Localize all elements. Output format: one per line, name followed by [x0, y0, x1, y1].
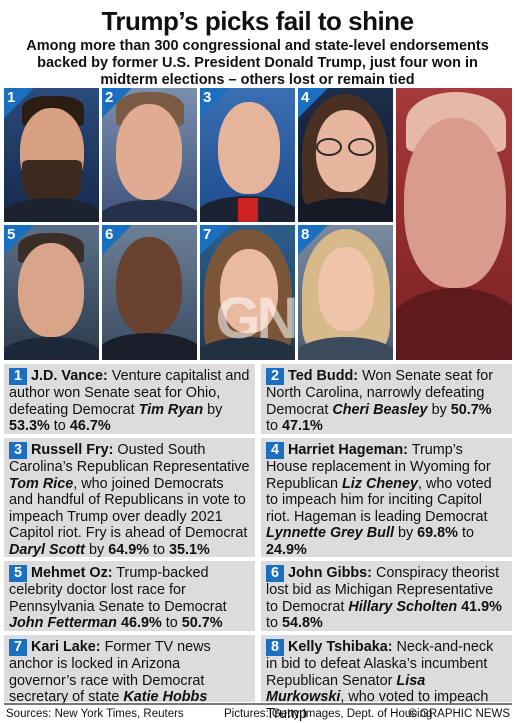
badge-5: [4, 225, 34, 255]
photo-lake: 7: [200, 225, 295, 360]
entry-5: 5 Mehmet Oz: Trump-backed celebrity docto…: [4, 561, 255, 631]
footer-sources: Sources: New York Times, Reuters: [6, 708, 184, 720]
photo-grid: 1 2 3 4 5: [4, 88, 512, 362]
photo-budd: 2: [102, 88, 197, 222]
photo-fry: 3: [200, 88, 295, 222]
badge-4: [298, 88, 328, 118]
badge-6: [102, 225, 132, 255]
footer-pictures: Pictures: Getty Images, Dept. of Housing: [224, 708, 433, 720]
photo-vance: 1: [4, 88, 99, 222]
badge-8: [298, 225, 328, 255]
entries-grid: 1 J.D. Vance: Venture capitalist and auth…: [4, 364, 512, 722]
photo-oz: 5: [4, 225, 99, 360]
header: Trump’s picks fail to shine Among more t…: [0, 0, 515, 88]
photo-tshibaka: 8: [298, 225, 393, 360]
entry-1: 1 J.D. Vance: Venture capitalist and auth…: [4, 364, 255, 434]
badge-3: [200, 88, 230, 118]
badge-7: [200, 225, 230, 255]
entry-8: 8 Kelly Tshibaka: Neck-and-neck in bid to…: [261, 635, 512, 722]
photo-trump: [396, 88, 512, 360]
badge-2: [102, 88, 132, 118]
entry-6: 6 John Gibbs: Conspiracy theorist lost bi…: [261, 561, 512, 631]
watermark-logo: GN: [215, 286, 299, 351]
page-title: Trump’s picks fail to shine: [101, 6, 414, 36]
entry-4: 4 Harriet Hageman: Trump’s House replacem…: [261, 438, 512, 558]
entry-7: 7 Kari Lake: Former TV news anchor is loc…: [4, 635, 255, 705]
page-subtitle: Among more than 300 congressional and st…: [26, 38, 489, 88]
entry-2: 2 Ted Budd: Won Senate seat for North Car…: [261, 364, 512, 434]
entry-3: 3 Russell Fry: Ousted South Carolina’s Re…: [4, 438, 255, 558]
footer-credit: © GRAPHIC NEWS: [408, 708, 510, 720]
photo-hageman: 4: [298, 88, 393, 222]
badge-1: [4, 88, 34, 118]
photo-gibbs: 6: [102, 225, 197, 360]
footer: Sources: New York Times, Reuters Picture…: [4, 703, 512, 721]
